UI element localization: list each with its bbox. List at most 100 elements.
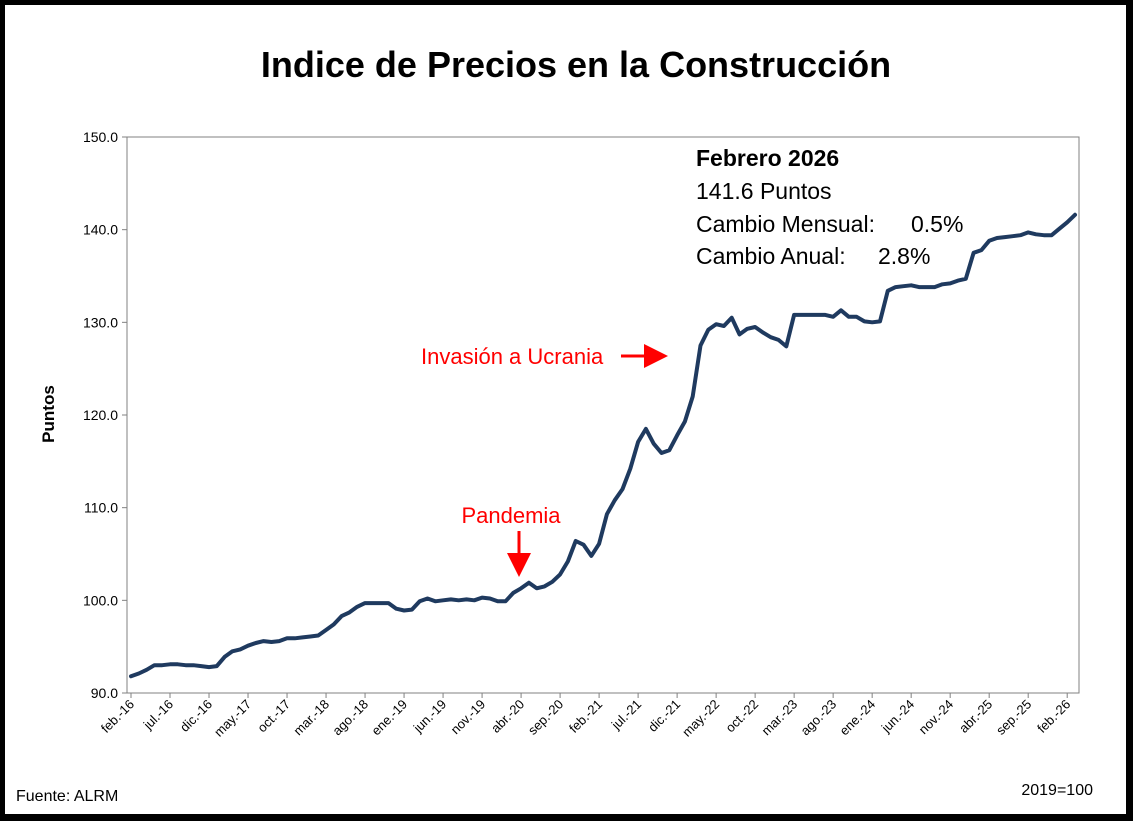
annotation-ukraine: Invasión a Ucrania	[421, 344, 668, 369]
data-point	[987, 239, 991, 243]
x-tick-label: dic.-16	[177, 697, 215, 735]
data-point	[285, 636, 289, 640]
data-point	[1050, 233, 1054, 237]
info-annual-label: Cambio Anual:	[696, 243, 846, 269]
data-point	[691, 395, 695, 399]
data-point	[745, 327, 749, 331]
data-point	[254, 641, 258, 645]
annotation-pandemic: Pandemia	[461, 503, 561, 577]
x-tick-label: nov.-19	[448, 697, 489, 738]
data-point	[855, 315, 859, 319]
data-point	[956, 279, 960, 283]
data-point	[816, 313, 820, 317]
data-point	[129, 674, 133, 678]
x-tick-label: oct.-17	[254, 697, 293, 736]
data-point	[909, 283, 913, 287]
y-tick-label: 130.0	[83, 314, 118, 330]
y-tick-label: 140.0	[83, 222, 118, 238]
x-tick-label: ene.-19	[368, 697, 410, 739]
data-point	[636, 440, 640, 444]
data-point	[363, 601, 367, 605]
data-point	[683, 420, 687, 424]
data-point	[574, 539, 578, 543]
data-point	[699, 344, 703, 348]
data-point	[706, 328, 710, 332]
data-point	[160, 663, 164, 667]
x-tick-label: jul.-21	[608, 697, 644, 733]
data-point	[332, 622, 336, 626]
x-tick-label: mar.-23	[758, 697, 800, 739]
data-point	[277, 639, 281, 643]
data-point	[449, 597, 453, 601]
data-point	[605, 512, 609, 516]
data-point	[387, 601, 391, 605]
data-point	[940, 282, 944, 286]
x-tick-label: ago.-23	[797, 697, 839, 739]
data-point	[1057, 227, 1061, 231]
x-tick-label: feb.-21	[566, 697, 605, 736]
data-point	[769, 335, 773, 339]
x-tick-label: may.-22	[679, 697, 722, 740]
data-point	[504, 599, 508, 603]
data-point	[550, 580, 554, 584]
series-layer	[129, 212, 1077, 679]
data-point	[660, 451, 664, 455]
data-point	[340, 614, 344, 618]
data-point	[870, 320, 874, 324]
data-point	[418, 599, 422, 603]
data-point	[238, 647, 242, 651]
x-tick-label: ago.-18	[329, 697, 371, 739]
data-point	[488, 597, 492, 601]
x-tick-label: nov.-24	[916, 697, 957, 738]
data-point	[433, 599, 437, 603]
data-point	[394, 607, 398, 611]
x-tick-label: feb.-26	[1034, 697, 1073, 736]
data-point	[137, 672, 141, 676]
data-point	[652, 442, 656, 446]
data-point	[246, 644, 250, 648]
data-point	[979, 248, 983, 252]
info-monthly-value: 0.5%	[911, 211, 963, 237]
data-point	[582, 543, 586, 547]
x-tick-label: sep.-20	[525, 697, 566, 738]
data-point	[886, 289, 890, 293]
data-point	[176, 662, 180, 666]
data-point	[847, 315, 851, 319]
data-point	[613, 498, 617, 502]
y-tick-label: 150.0	[83, 129, 118, 145]
data-point	[511, 591, 515, 595]
data-point	[714, 322, 718, 326]
data-point	[808, 313, 812, 317]
annotation-pandemic-label: Pandemia	[461, 503, 561, 528]
data-point	[1034, 232, 1038, 236]
data-point	[995, 236, 999, 240]
data-point	[207, 665, 211, 669]
data-point	[777, 338, 781, 342]
data-point	[831, 315, 835, 319]
data-point	[308, 635, 312, 639]
annotation-ukraine-label: Invasión a Ucrania	[421, 344, 604, 369]
data-point	[527, 581, 531, 585]
data-point	[738, 332, 742, 336]
data-point	[543, 584, 547, 588]
info-box: Febrero 2026 141.6 Puntos Cambio Mensual…	[696, 145, 963, 269]
data-point	[1042, 233, 1046, 237]
data-point	[519, 586, 523, 590]
data-point	[792, 313, 796, 317]
y-tick-label: 120.0	[83, 407, 118, 423]
y-axis: 90.0 100.0 110.0 120.0 130.0 140.0 150.0	[83, 129, 127, 701]
data-point	[316, 634, 320, 638]
data-point	[948, 281, 952, 285]
x-tick-label: mar.-18	[290, 697, 332, 739]
data-point	[371, 601, 375, 605]
data-point	[441, 598, 445, 602]
x-tick-label: jul.-16	[140, 697, 176, 733]
data-point	[184, 663, 188, 667]
footer-source: Fuente: ALRM	[16, 788, 118, 805]
data-point	[379, 601, 383, 605]
data-point	[1026, 230, 1030, 234]
data-point	[730, 316, 734, 320]
data-point	[152, 663, 156, 667]
data-point	[862, 319, 866, 323]
